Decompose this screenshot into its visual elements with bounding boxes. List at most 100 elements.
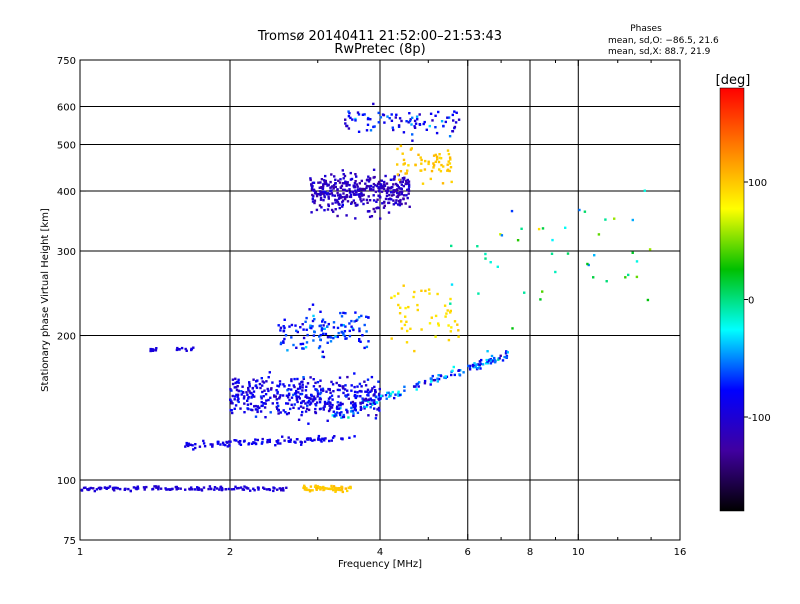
data-point — [330, 439, 333, 442]
data-point — [418, 113, 421, 116]
y-tick-label: 100 — [57, 476, 76, 487]
data-point — [198, 445, 202, 448]
data-point — [256, 438, 259, 442]
data-point — [261, 380, 264, 383]
data-point — [229, 388, 232, 391]
data-point — [294, 441, 297, 444]
data-point — [176, 487, 179, 490]
data-point — [246, 403, 250, 406]
data-point — [434, 114, 437, 117]
data-point — [384, 189, 388, 192]
data-point — [346, 389, 349, 392]
data-point — [264, 416, 267, 419]
data-point — [408, 112, 411, 115]
data-point — [319, 181, 322, 184]
data-point — [327, 322, 330, 326]
data-point — [411, 116, 414, 119]
data-point — [327, 409, 331, 413]
data-point — [408, 119, 412, 123]
data-point — [504, 352, 508, 355]
data-point — [315, 192, 319, 196]
data-point — [234, 381, 237, 385]
data-point — [282, 340, 285, 343]
data-point — [84, 486, 87, 489]
data-point — [439, 170, 443, 173]
data-point — [119, 487, 122, 491]
data-point — [342, 177, 345, 180]
data-point — [312, 314, 315, 318]
data-point — [330, 406, 334, 409]
data-point — [310, 186, 314, 189]
data-point — [261, 441, 264, 444]
data-point — [413, 385, 416, 388]
data-point — [322, 199, 325, 202]
data-point — [539, 298, 542, 301]
data-point — [290, 403, 293, 406]
data-point — [405, 320, 408, 323]
data-point — [348, 436, 351, 439]
data-point — [215, 487, 219, 490]
data-point — [397, 390, 400, 393]
data-point — [246, 399, 249, 402]
data-point — [265, 399, 268, 402]
data-point — [290, 379, 293, 383]
data-point — [406, 329, 409, 333]
data-point — [191, 488, 194, 491]
data-point — [303, 488, 307, 491]
data-point — [202, 439, 205, 443]
data-point — [367, 398, 371, 402]
data-point — [254, 408, 258, 411]
data-point — [305, 341, 309, 344]
y-tick-label: 750 — [57, 56, 76, 67]
data-point — [312, 189, 315, 192]
data-point — [352, 414, 355, 417]
data-point — [425, 128, 428, 131]
data-point — [396, 184, 399, 187]
data-point — [336, 405, 339, 408]
data-point — [395, 188, 399, 191]
data-point — [309, 177, 312, 180]
data-point — [344, 337, 347, 340]
data-point — [247, 443, 250, 446]
data-point — [391, 191, 394, 194]
data-point — [237, 378, 240, 381]
data-point — [348, 191, 352, 194]
data-point — [349, 178, 353, 181]
data-point — [301, 389, 304, 392]
data-point — [395, 113, 398, 116]
data-point — [506, 351, 509, 354]
data-point — [228, 440, 231, 443]
data-point — [402, 197, 405, 201]
data-point — [283, 337, 286, 341]
data-point — [333, 487, 337, 490]
data-point — [351, 327, 354, 330]
data-point — [192, 346, 195, 349]
data-point — [432, 162, 435, 165]
data-point — [248, 381, 251, 384]
data-point — [276, 401, 279, 405]
data-point — [321, 437, 324, 440]
data-point — [235, 386, 238, 389]
data-point — [356, 185, 359, 188]
data-point — [341, 402, 344, 406]
data-point — [231, 378, 235, 381]
data-point — [331, 383, 335, 386]
data-point — [372, 394, 375, 397]
data-point — [382, 206, 386, 209]
data-point — [344, 197, 347, 201]
data-point — [472, 365, 475, 368]
data-point — [372, 194, 375, 197]
data-point — [129, 489, 132, 493]
data-point — [446, 168, 450, 171]
data-point — [319, 396, 322, 400]
data-point — [327, 204, 330, 208]
data-point — [266, 441, 269, 444]
data-point — [329, 180, 332, 184]
data-point — [379, 217, 382, 220]
data-point — [213, 486, 217, 489]
data-point — [342, 311, 345, 315]
data-point — [295, 329, 298, 332]
data-point — [368, 178, 372, 181]
data-point — [372, 207, 375, 211]
data-point — [155, 347, 158, 350]
